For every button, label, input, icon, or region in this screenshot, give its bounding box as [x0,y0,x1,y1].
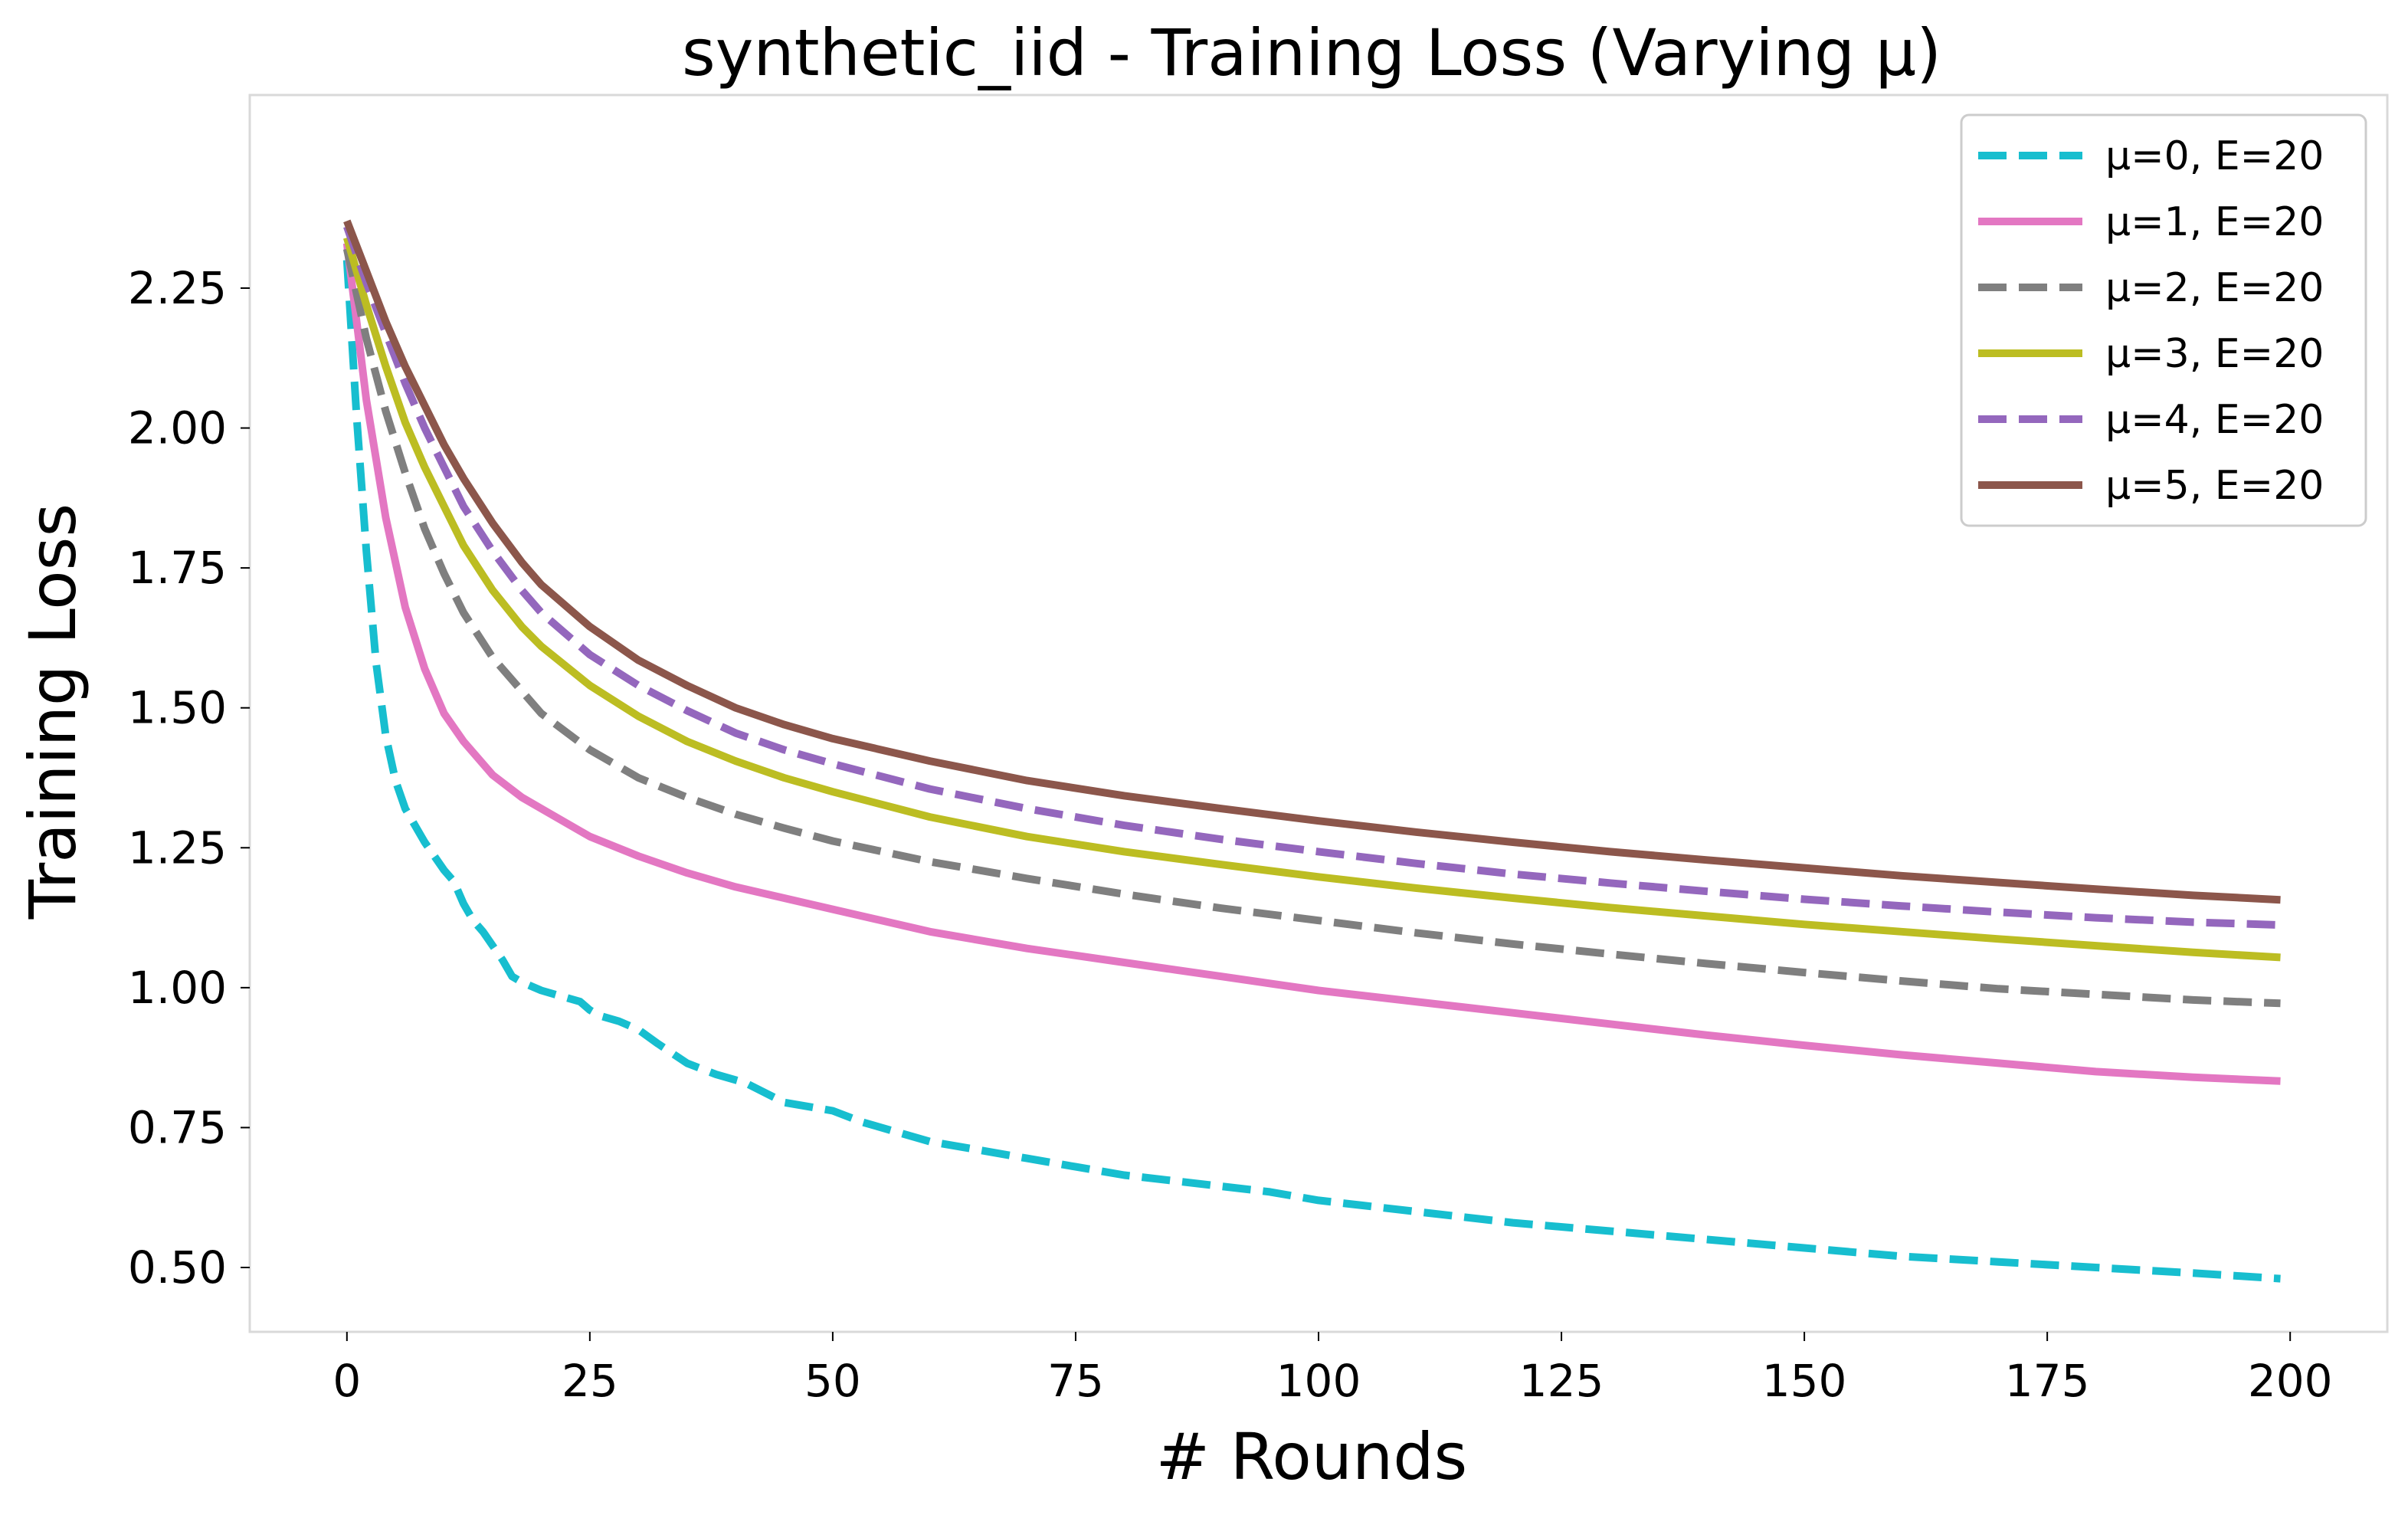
y-tick-label: 1.25 [128,821,227,874]
y-tick-label: 2.25 [128,262,227,314]
y-axis-label: Training Loss [15,503,90,920]
x-tick-label: 75 [1047,1355,1104,1407]
legend-label: μ=4, E=20 [2105,397,2324,443]
x-tick-label: 50 [804,1355,861,1407]
x-axis-label: # Rounds [1156,1419,1468,1494]
x-tick-label: 0 [333,1355,361,1407]
x-tick-label: 175 [2005,1355,2090,1407]
series-line-mu-3 [342,236,2281,962]
x-tick-label: 100 [1276,1355,1361,1407]
legend-label: μ=1, E=20 [2105,199,2324,245]
y-axis: 0.50 0.75 1.00 1.25 1.50 1.75 2.00 2.25 [128,262,250,1294]
series-line-mu-2 [342,248,2281,1008]
x-axis: 0 25 50 75 100 125 150 175 200 [333,1332,2333,1407]
x-tick-label: 150 [1762,1355,1847,1407]
legend: μ=0, E=20 μ=1, E=20 μ=2, E=20 μ=3, E=20 μ=4,… [1960,113,2367,527]
legend-label: μ=3, E=20 [2105,331,2324,377]
y-tick-label: 0.50 [128,1241,227,1294]
x-tick-label: 25 [562,1355,618,1407]
series-line-mu-4 [343,225,2281,930]
legend-label: μ=2, E=20 [2105,265,2324,311]
y-tick-label: 0.75 [128,1101,227,1153]
legend-label: μ=0, E=20 [2105,133,2324,179]
x-tick-label: 200 [2248,1355,2333,1407]
series-lines [342,219,2281,1283]
chart-title: synthetic_iid - Training Loss (Varying μ… [682,15,1941,90]
y-tick-label: 1.00 [128,962,227,1014]
y-tick-label: 2.00 [128,402,227,454]
y-tick-label: 1.50 [128,682,227,734]
series-line-mu-5 [343,219,2281,904]
legend-label: μ=5, E=20 [2105,463,2324,509]
series-line-mu-1 [342,242,2281,1085]
x-tick-label: 125 [1519,1355,1604,1407]
series-line-mu-0 [342,260,2281,1283]
y-tick-label: 1.75 [128,542,227,594]
